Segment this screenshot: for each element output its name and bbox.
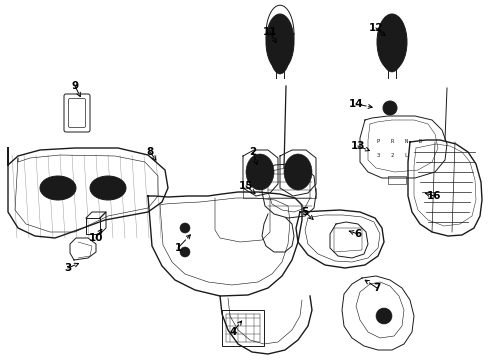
Text: 4: 4 (229, 327, 236, 337)
Text: D: D (418, 139, 421, 144)
Text: 7: 7 (372, 283, 380, 293)
Ellipse shape (40, 176, 76, 200)
Ellipse shape (376, 14, 406, 70)
Text: 12: 12 (368, 23, 383, 33)
Ellipse shape (386, 105, 392, 111)
Ellipse shape (382, 101, 396, 115)
Ellipse shape (269, 30, 289, 74)
Bar (225, 314, 260, 342)
Text: 1: 1 (174, 243, 181, 253)
Ellipse shape (375, 308, 391, 324)
Ellipse shape (180, 247, 190, 257)
FancyBboxPatch shape (64, 94, 90, 132)
Text: 14: 14 (348, 99, 363, 109)
Text: 2: 2 (249, 147, 256, 157)
Text: 11: 11 (262, 27, 277, 37)
Text: P: P (376, 139, 379, 144)
Text: 16: 16 (426, 191, 440, 201)
Text: 8: 8 (146, 147, 153, 157)
FancyBboxPatch shape (68, 99, 85, 127)
Text: 3: 3 (64, 263, 71, 273)
Ellipse shape (90, 176, 126, 200)
Text: 3: 3 (376, 153, 379, 158)
Text: N: N (404, 139, 407, 144)
Ellipse shape (98, 181, 118, 195)
Text: L: L (404, 153, 407, 158)
Ellipse shape (180, 223, 190, 233)
Text: 9: 9 (71, 81, 79, 91)
Text: 5: 5 (301, 207, 308, 217)
Text: 2: 2 (389, 153, 393, 158)
Bar (222, 310, 264, 346)
Text: 13: 13 (350, 141, 365, 151)
Bar (387, 176, 405, 184)
Text: 6: 6 (354, 229, 361, 239)
Ellipse shape (284, 154, 311, 190)
Ellipse shape (265, 14, 293, 70)
Ellipse shape (48, 181, 68, 195)
Ellipse shape (380, 28, 402, 72)
Ellipse shape (245, 154, 273, 190)
Text: 15: 15 (238, 181, 253, 191)
Text: 10: 10 (88, 233, 103, 243)
Text: R: R (389, 139, 393, 144)
